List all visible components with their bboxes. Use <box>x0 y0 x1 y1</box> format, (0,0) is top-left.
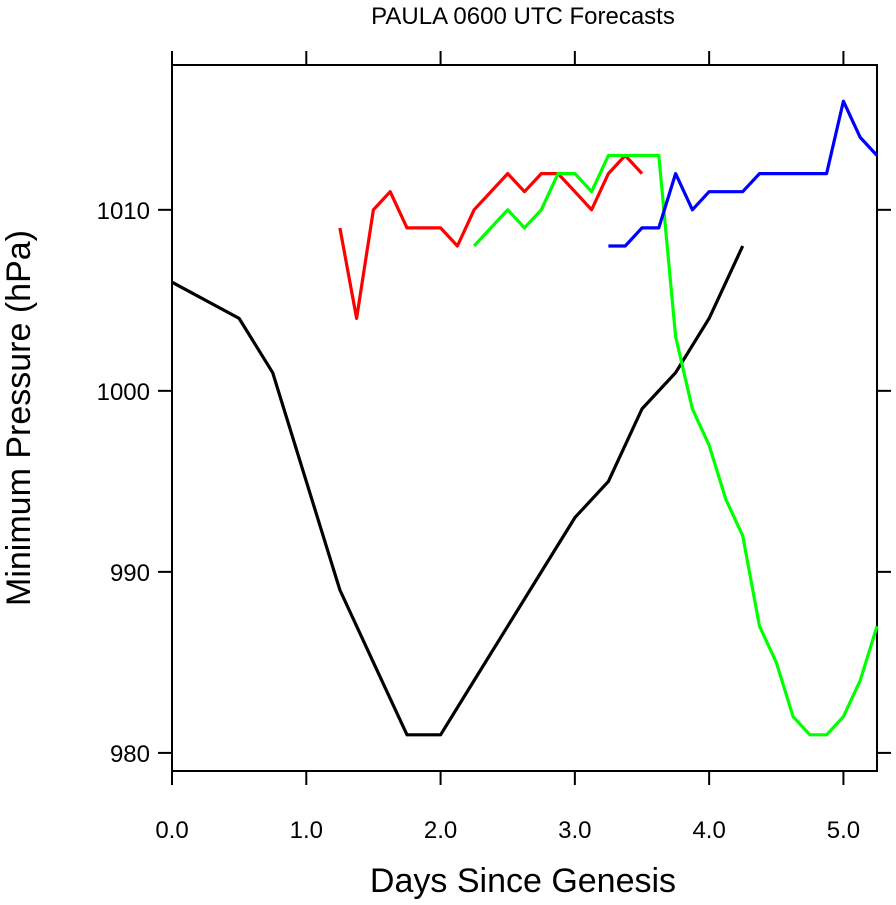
series-layer <box>171 99 879 737</box>
series-line-3 <box>472 153 879 737</box>
chart-title: PAULA 0600 UTC Forecasts <box>371 3 675 30</box>
y-tick-label: 1010 <box>97 198 150 225</box>
x-tick-label: 4.0 <box>692 817 725 844</box>
y-tick-label: 1000 <box>97 379 150 406</box>
y-tick-label: 980 <box>110 741 150 768</box>
x-tick-label: 1.0 <box>290 817 323 844</box>
series-line-1 <box>171 245 745 737</box>
x-tick-label: 3.0 <box>558 817 591 844</box>
y-tick-label: 990 <box>110 560 150 587</box>
plot-frame <box>171 64 878 772</box>
series-line-4 <box>608 99 879 248</box>
x-tick-label: 2.0 <box>424 817 457 844</box>
x-axis-title: Days Since Genesis <box>370 862 676 900</box>
y-axis: 980 990 1000 1010 <box>97 198 891 768</box>
x-tick-label: 0.0 <box>155 817 188 844</box>
x-axis: 0.0 1.0 2.0 3.0 4.0 5.0 <box>155 51 860 844</box>
plot-border <box>171 64 878 772</box>
series-line-2 <box>338 153 644 320</box>
x-tick-label: 5.0 <box>827 817 860 844</box>
y-axis-title: Minimum Pressure (hPa) <box>0 230 38 606</box>
